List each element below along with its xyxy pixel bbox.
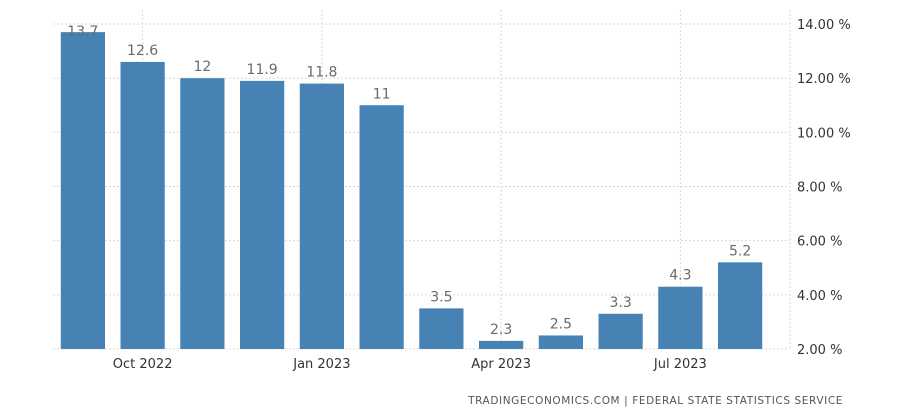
- y-tick-label: 12.00 %: [797, 72, 851, 87]
- bar-value-label: 12.6: [127, 43, 158, 59]
- bar-may-2023: [538, 335, 583, 349]
- bar-value-label: 11: [373, 86, 391, 102]
- y-tick-label: 10.00 %: [797, 126, 851, 141]
- bar-jan-2023: [299, 83, 344, 349]
- bar-value-label: 13.7: [67, 24, 98, 40]
- x-tick-label: Jan 2023: [292, 357, 350, 372]
- x-tick-label: Jul 2023: [653, 357, 707, 372]
- bar-aug-2023: [718, 262, 763, 349]
- bar-feb-2023: [359, 105, 404, 349]
- bar-value-label: 3.3: [609, 295, 631, 311]
- y-tick-label: 8.00 %: [797, 181, 842, 196]
- x-axis: Oct 2022 Jan 2023 Apr 2023 Jul 2023: [113, 357, 707, 372]
- bar-value-label: 12: [193, 59, 211, 75]
- bar-value-label: 11.9: [247, 62, 278, 78]
- bar-value-label: 2.3: [490, 322, 512, 338]
- y-tick-label: 2.00 %: [797, 343, 842, 358]
- bars: [60, 32, 763, 350]
- y-axis: 2.00 % 4.00 % 6.00 % 8.00 % 10.00 % 12.00 % 14…: [797, 18, 851, 358]
- bar-mar-2023: [419, 308, 464, 349]
- bar-value-label: 4.3: [669, 268, 691, 284]
- bar-nov-2022: [180, 78, 225, 350]
- y-tick-label: 4.00 %: [797, 289, 842, 304]
- bar-value-labels: 13.7 12.6 12 11.9 11.8 11 3.5 2.3 2.5 3.3 4.3 5.2: [67, 24, 751, 338]
- bar-apr-2023: [479, 340, 524, 349]
- bar-value-label: 3.5: [430, 289, 452, 305]
- bar-oct-2022: [120, 61, 165, 350]
- y-tick-label: 6.00 %: [797, 235, 842, 250]
- x-tick-label: Oct 2022: [113, 357, 173, 372]
- bar-sep-2022: [60, 32, 105, 349]
- bar-value-label: 11.8: [306, 65, 337, 81]
- bar-value-label: 5.2: [729, 243, 751, 259]
- x-tick-label: Apr 2023: [471, 357, 531, 372]
- bar-jul-2023: [658, 286, 703, 349]
- bar-value-label: 2.5: [550, 316, 572, 332]
- source-attribution: TRADINGECONOMICS.COM | FEDERAL STATE STA…: [467, 395, 843, 407]
- bar-dec-2022: [240, 80, 285, 349]
- y-tick-label: 14.00 %: [797, 18, 851, 33]
- bar-jun-2023: [598, 313, 643, 349]
